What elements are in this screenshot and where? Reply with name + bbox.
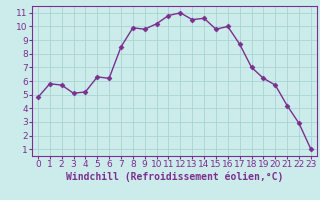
X-axis label: Windchill (Refroidissement éolien,°C): Windchill (Refroidissement éolien,°C)	[66, 172, 283, 182]
